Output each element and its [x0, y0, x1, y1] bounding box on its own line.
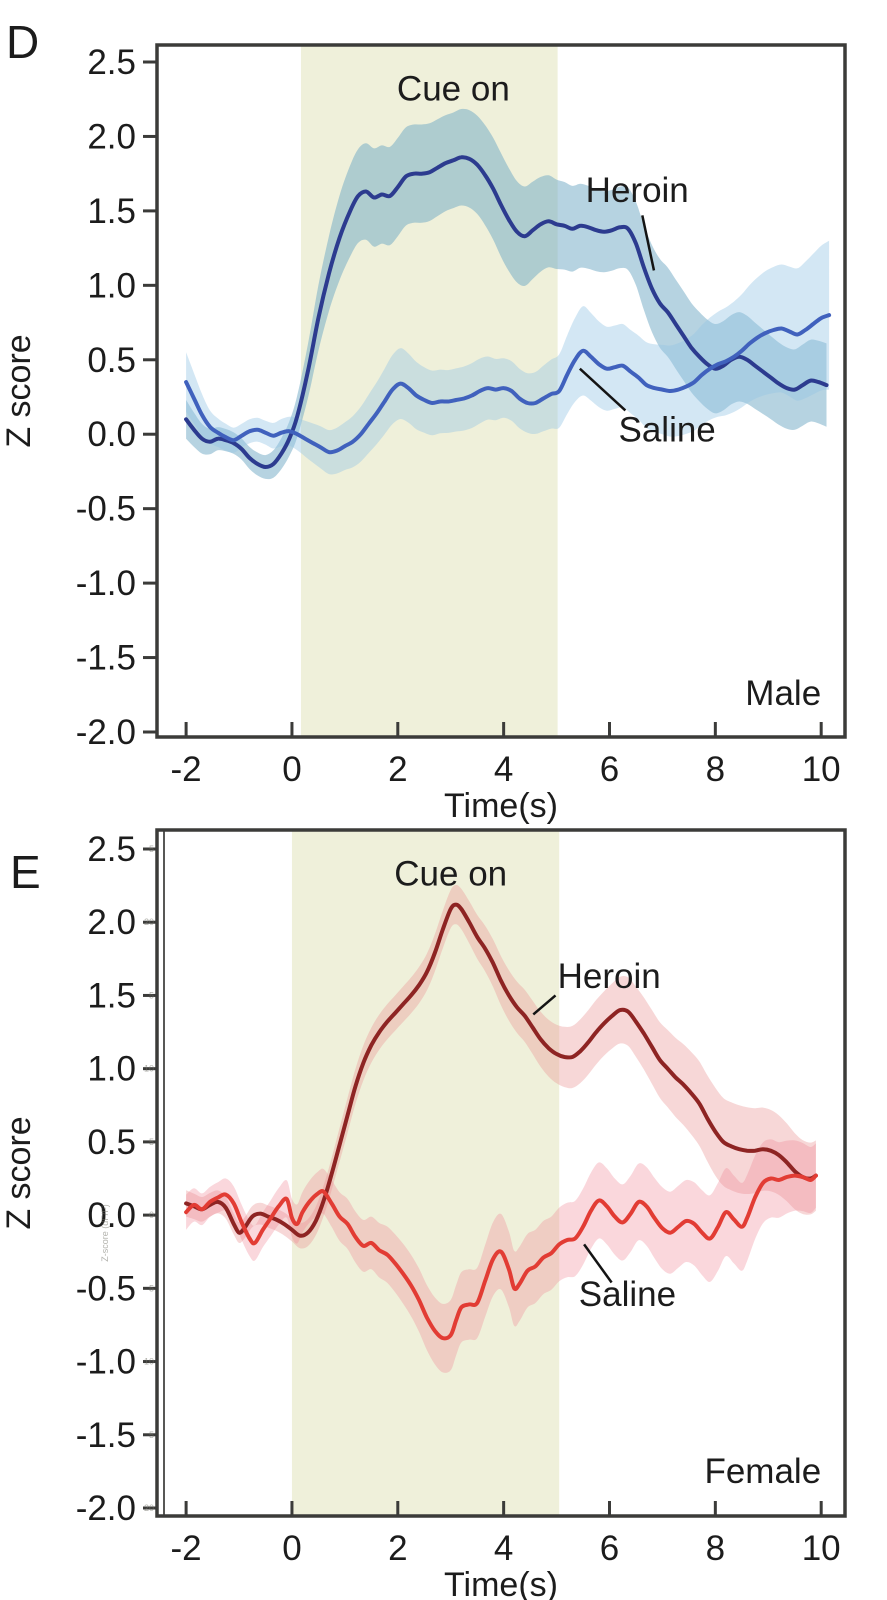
- ghost-axis-label: Z-score (dF/F): [100, 1204, 110, 1262]
- ghost-tick-label: 5: [149, 1430, 154, 1440]
- saline-trace-male: [184, 313, 832, 455]
- x-tick-label: 0: [282, 1529, 301, 1568]
- ghost-tick-label: 10: [144, 1357, 154, 1367]
- y-tick-label: -1.5: [76, 1416, 136, 1455]
- y-tick-label: 2.0: [87, 117, 136, 156]
- y-tick-label: -2.0: [76, 1489, 136, 1528]
- group-label-male: Male: [745, 674, 821, 713]
- y-tick-label: 1.5: [87, 192, 136, 231]
- cue-on-label: Cue on: [394, 855, 507, 894]
- y-tick-label: -2.0: [76, 713, 136, 752]
- heroin-band-male: [186, 108, 827, 480]
- x-tick-label: 8: [706, 1529, 725, 1568]
- x-tick-label: -2: [171, 1529, 202, 1568]
- y-tick-label: 0.5: [87, 341, 136, 380]
- x-tick-label: 0: [282, 750, 301, 789]
- y-tick-label: 2.5: [87, 830, 136, 869]
- saline-pointer-line: [579, 367, 627, 412]
- y-tick-label: 1.5: [87, 976, 136, 1015]
- cue-window-band: [291, 830, 560, 1516]
- y-tick-label: 0.0: [87, 415, 136, 454]
- saline-series-label: Saline: [579, 1275, 676, 1314]
- x-tick-label: 4: [494, 750, 513, 789]
- y-tick-label: 1.0: [87, 1050, 136, 1089]
- y-axis-title: Z score: [0, 334, 38, 447]
- y-tick-label: -0.5: [76, 1269, 136, 1308]
- saline-band-female: [186, 1139, 816, 1373]
- saline-trace-female: [184, 1173, 818, 1341]
- panel-letter-D: D: [6, 16, 39, 68]
- x-tick-label: 10: [802, 1529, 841, 1568]
- heroin-pointer-line: [532, 994, 557, 1016]
- y-tick-label: -1.0: [76, 1343, 136, 1382]
- heroin-trace-male: [184, 155, 829, 469]
- panel-D: 2.5 2.0 1.5 1.0 0.5 0.0 -0.5 -1.0 -1.5 -2.0 -2 0 2 4 6…: [0, 16, 847, 825]
- x-tick-label: 8: [706, 750, 725, 789]
- y-tick-label: -1.5: [76, 639, 136, 678]
- heroin-series-label: Heroin: [586, 171, 689, 210]
- ghost-tick-label: 5: [149, 1137, 154, 1147]
- y-tick-label: 1.0: [87, 266, 136, 305]
- saline-band-male: [186, 240, 830, 475]
- y-tick-label: 2.0: [87, 903, 136, 942]
- heroin-trace-female: [184, 902, 818, 1238]
- x-tick-label: 10: [802, 750, 841, 789]
- y-tick-label: -0.5: [76, 490, 136, 529]
- cue-on-label: Cue on: [397, 70, 510, 109]
- ghost-tick-label: 20: [144, 917, 154, 927]
- plot-area-D: [184, 108, 832, 480]
- ghost-tick-label: 5: [149, 990, 154, 1000]
- ghost-tick-label: 0: [149, 1210, 154, 1220]
- heroin-band-female: [186, 884, 816, 1249]
- plot-area-E: [184, 884, 818, 1373]
- plot-border: [155, 828, 847, 1518]
- saline-series-label: Saline: [618, 411, 715, 450]
- y-tick-label: 2.5: [87, 43, 136, 82]
- y-tick-label: 0.5: [87, 1123, 136, 1162]
- x-axis-title: Time(s): [444, 1566, 558, 1600]
- ghost-tick-label: 5: [149, 844, 154, 854]
- y-axis-title: Z score: [0, 1116, 38, 1229]
- panel-E: 2.5 52.0 201.5 51.0 100.5 50.0 0-0.5 5-1.0 10-1.…: [0, 828, 847, 1600]
- x-tick-label: 2: [388, 750, 407, 789]
- y-tick-label: -1.0: [76, 564, 136, 603]
- panel-letter-E: E: [10, 846, 41, 898]
- heroin-pointer-line: [641, 215, 656, 271]
- x-tick-label: -2: [171, 750, 202, 789]
- x-tick-label: 6: [600, 750, 619, 789]
- ghost-tick-label: 10: [144, 1064, 154, 1074]
- x-tick-label: 6: [600, 1529, 619, 1568]
- x-axis-title: Time(s): [444, 787, 558, 825]
- group-label-female: Female: [704, 1452, 821, 1491]
- y-tick-label: 0.0: [87, 1196, 136, 1235]
- ghost-tick-label: 5: [149, 1283, 154, 1293]
- x-tick-label: 2: [388, 1529, 407, 1568]
- saline-pointer-line: [583, 1243, 613, 1284]
- heroin-series-label: Heroin: [558, 957, 661, 996]
- ghost-tick-label: 20: [144, 1503, 154, 1513]
- x-tick-label: 4: [494, 1529, 513, 1568]
- plot-border: [155, 43, 847, 739]
